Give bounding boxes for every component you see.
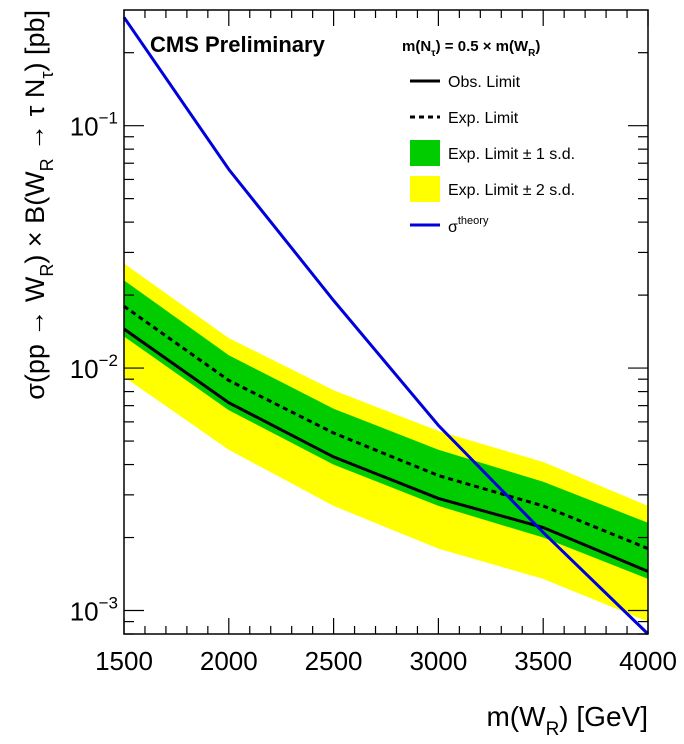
x-tick-label: 1500 — [95, 646, 153, 676]
uncertainty-bands — [124, 263, 648, 622]
legend-band2-swatch — [410, 176, 440, 202]
legend-theory-label: σtheory — [448, 215, 489, 236]
legend-obs-label: Obs. Limit — [448, 74, 521, 91]
y-tick-label: 10−3 — [70, 594, 118, 627]
y-tick-label: 10−2 — [70, 351, 118, 384]
tick-labels: 1500 2000 2500 3000 3500 4000 10−3 10−2 10−1 — [70, 109, 677, 676]
legend-band2-label: Exp. Limit ± 2 s.d. — [448, 182, 575, 199]
x-tick-label: 3500 — [514, 646, 572, 676]
legend-band1-label: Exp. Limit ± 1 s.d. — [448, 146, 575, 163]
legend-exp-label: Exp. Limit — [448, 110, 519, 127]
legend-header: m(Nτ) = 0.5 × m(WR) — [402, 38, 540, 59]
expected-limit-line — [123, 304, 649, 550]
limit-lines — [122, 16, 650, 636]
y-axis-label: σ(pp → WR) × B(WR → τ Nτ) [pb] — [20, 10, 57, 400]
chart-title: CMS Preliminary — [150, 32, 326, 57]
observed-limit-line — [123, 327, 649, 573]
x-axis-label: m(WR) [GeV] — [486, 701, 648, 740]
plot-frame — [123, 9, 649, 635]
x-tick-label: 2000 — [200, 646, 258, 676]
x-tick-label: 4000 — [619, 646, 677, 676]
x-tick-label: 3000 — [409, 646, 467, 676]
theory-line — [122, 16, 650, 636]
axis-ticks — [123, 10, 649, 635]
legend: m(Nτ) = 0.5 × m(WR) Obs. Limit Exp. Limi… — [402, 38, 575, 236]
x-tick-label: 2500 — [305, 646, 363, 676]
legend-band1-swatch — [410, 140, 440, 166]
y-tick-label: 10−1 — [70, 109, 118, 142]
